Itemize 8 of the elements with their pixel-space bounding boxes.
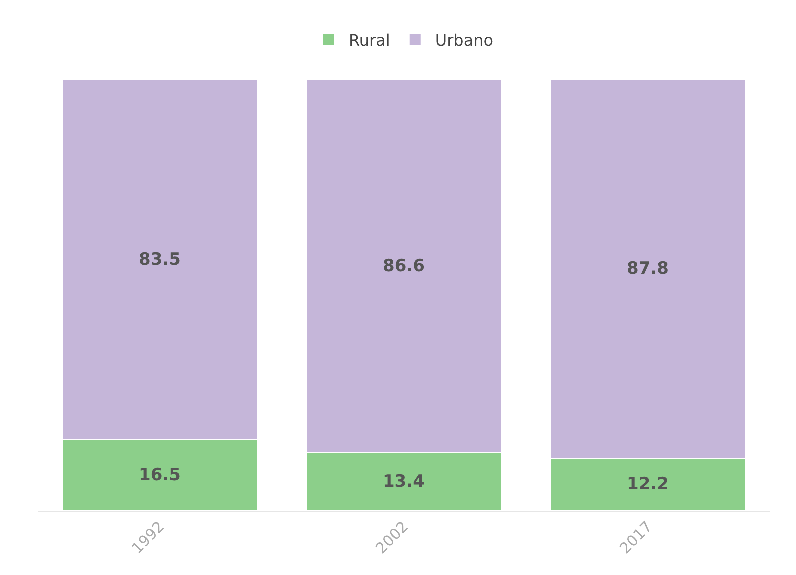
legend-label: Urbano — [435, 31, 494, 50]
data-label: 12.2 — [627, 474, 669, 495]
data-label: 16.5 — [139, 465, 181, 486]
data-label: 86.6 — [383, 256, 425, 276]
data-label: 83.5 — [139, 250, 181, 270]
data-label: 87.8 — [627, 259, 669, 280]
data-label: 13.4 — [382, 472, 426, 492]
legend-label: Rural — [349, 31, 390, 50]
